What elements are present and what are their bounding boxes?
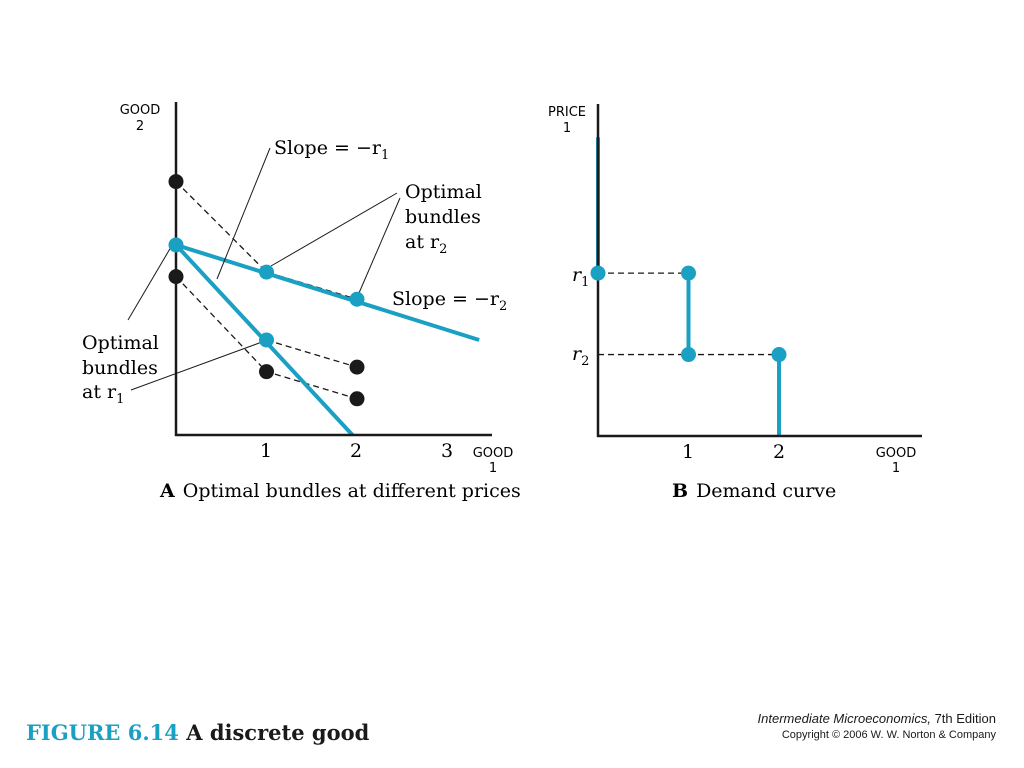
copyright-notice: Copyright © 2006 W. W. Norton & Company [781, 729, 996, 741]
panel-a-xtick: 1 [260, 440, 272, 462]
panel-a-point-4 [349, 391, 365, 407]
figure-name: A discrete good [186, 720, 370, 745]
book-credits: Intermediate Microeconomics, 7th Edition… [758, 711, 996, 741]
panel-a-point-1 [168, 269, 184, 285]
leader-optimal-r2-a [270, 192, 398, 267]
panel-a-budget-lines [174, 243, 480, 437]
panel-b-xtick: 1 [682, 441, 694, 463]
panel-b-ylabel-line1: PRICE [548, 105, 586, 120]
annotation-slope-r2: Slope = −r2 [392, 288, 507, 314]
panel-b-xtick: 2 [773, 441, 785, 463]
panel-a-axes [174, 102, 492, 437]
figure-title: FIGURE 6.14 A discrete good [26, 720, 369, 745]
panel-a-point-6 [259, 264, 274, 280]
panel-a-point-2 [259, 364, 274, 380]
panel-b-caption: B Demand curve [672, 480, 836, 502]
panel-a-budget-line-0 [175, 243, 480, 342]
leader-optimal-r2-b [358, 197, 401, 294]
panel-b-point-3 [771, 347, 787, 363]
panel-a-caption: A Optimal bundles at different prices [159, 480, 521, 502]
leader-optimal-r1-b [130, 341, 263, 391]
annotation-slope-r1: Slope = −r1 [274, 137, 389, 163]
leader-slope-r1 [216, 147, 271, 280]
panel-b-xlabel-line2: 1 [892, 461, 900, 476]
leader-optimal-r1-a [127, 246, 172, 321]
annotation-optimal-r1: Optimal bundles at r1 [82, 332, 165, 407]
panel-b-ytick-r2: r2 [572, 343, 589, 369]
annotation-optimal-r2: Optimal bundles at r2 [405, 181, 488, 257]
panel-b-xlabel-line1: GOOD [876, 446, 917, 461]
panel-b-point-2 [681, 347, 696, 363]
panel-b-points [590, 265, 787, 363]
book-edition: 7th Edition [930, 711, 996, 726]
panel-a-xtick: 2 [350, 440, 362, 462]
figure-number: FIGURE 6.14 [26, 720, 179, 745]
panel-a-point-7 [349, 291, 365, 307]
panel-a-point-8 [259, 332, 274, 348]
panel-a-leader-lines [127, 147, 401, 391]
panel-b-axes [596, 104, 922, 438]
panel-a-point-5 [168, 237, 184, 253]
panel-a-ylabel-line2: 2 [136, 119, 144, 134]
panel-a-ylabel-line1: GOOD [120, 103, 161, 118]
book-title: Intermediate Microeconomics, [757, 711, 931, 726]
panel-b: PRICE 1 GOOD 1 1 2 r1 r2 B Demand curve [548, 104, 922, 502]
panel-b-demand-steps [596, 137, 781, 436]
panel-a-xlabel-line2: 1 [489, 461, 497, 476]
panel-b-ytick-r1: r1 [572, 264, 589, 290]
panel-a-dashed-series-2 [175, 181, 358, 300]
panel-b-ylabel-line2: 1 [563, 121, 571, 136]
panel-a-xlabel-line1: GOOD [473, 446, 514, 461]
panel-a-point-0 [168, 174, 184, 190]
panel-a: GOOD 2 GOOD 1 1 2 3 Slope = −r1 Optimal … [82, 102, 521, 502]
panel-a-points [168, 174, 365, 407]
panel-a-dashed-series-4 [266, 339, 358, 368]
panel-a-point-3 [349, 359, 365, 375]
panel-b-point-0 [590, 265, 606, 281]
panel-b-point-1 [681, 265, 696, 281]
panel-a-xtick: 3 [441, 440, 453, 462]
